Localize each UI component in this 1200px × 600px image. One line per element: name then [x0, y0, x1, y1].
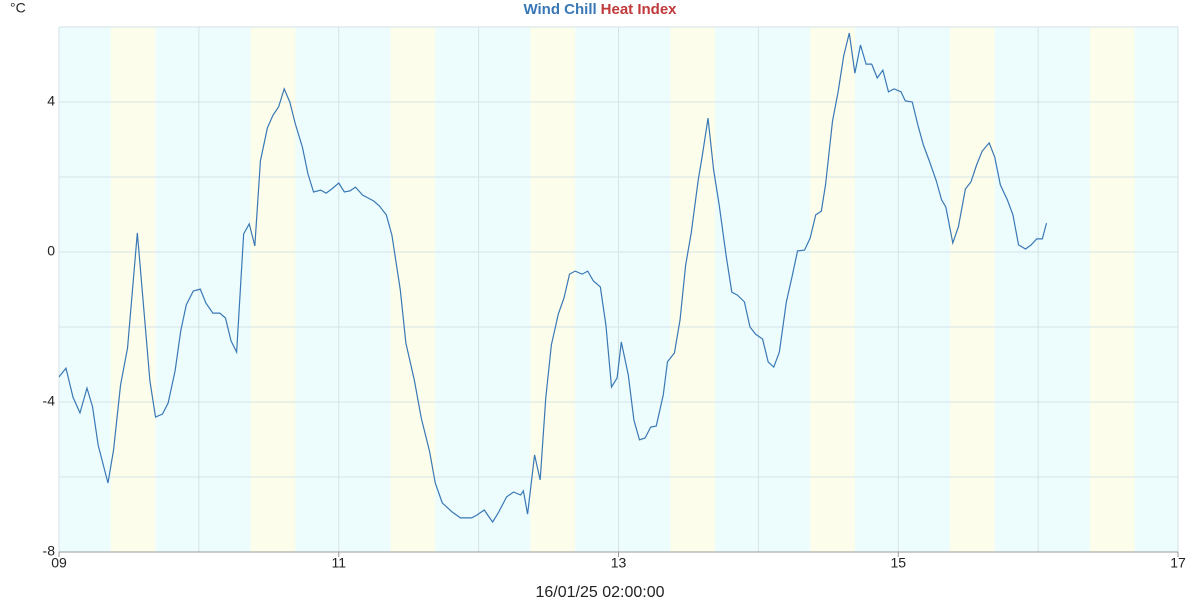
y-tick-label: 4	[47, 93, 55, 109]
band	[670, 27, 716, 552]
y-tick-label: -4	[43, 393, 56, 409]
lines	[58, 32, 1048, 524]
legend: Wind Chill Heat Index	[523, 1, 677, 18]
y-unit: °C	[10, 0, 26, 16]
x-tick-label: 17	[1170, 555, 1186, 571]
band	[950, 27, 995, 552]
x-tick-label: 09	[51, 555, 67, 571]
x-tick-label: 11	[331, 555, 346, 571]
y-tick-label: -8	[43, 543, 56, 559]
band	[530, 27, 576, 552]
band	[250, 27, 296, 552]
band	[810, 27, 855, 552]
band	[110, 27, 156, 552]
series-line	[58, 32, 1048, 524]
band	[1089, 27, 1135, 552]
grid	[58, 26, 1179, 557]
x-axis-label: 16/01/25 02:00:00	[535, 584, 664, 600]
legend-entry: Wind Chill	[523, 1, 596, 18]
band	[390, 27, 436, 552]
x-tick-label: 15	[890, 555, 906, 571]
x-tick-label: 13	[611, 555, 627, 571]
y-tick-label: 0	[47, 243, 55, 259]
legend-entry: Heat Index	[601, 1, 678, 18]
